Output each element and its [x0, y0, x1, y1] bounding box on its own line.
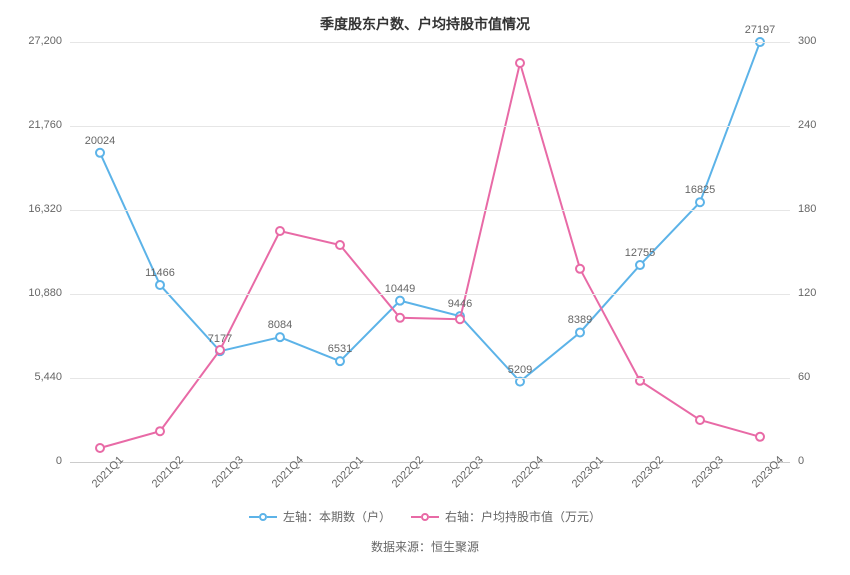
data-source: 数据来源：恒生聚源 [0, 538, 850, 555]
data-label: 8389 [568, 314, 592, 326]
data-label: 8084 [268, 319, 292, 331]
marker-left [336, 357, 344, 365]
data-label: 10449 [385, 283, 416, 295]
marker-right [696, 416, 704, 424]
y-right-tick: 300 [798, 35, 816, 47]
data-label: 12755 [625, 247, 656, 259]
y-right-tick: 0 [798, 455, 804, 467]
y-left-tick: 5,440 [2, 371, 62, 383]
marker-left [396, 297, 404, 305]
y-left-tick: 10,880 [2, 287, 62, 299]
y-right-tick: 60 [798, 371, 810, 383]
legend-label: 左轴：本期数（户） [283, 508, 391, 525]
data-label: 5209 [508, 364, 532, 376]
marker-right [216, 346, 224, 354]
marker-right [516, 59, 524, 67]
y-left-tick: 16,320 [2, 203, 62, 215]
legend-marker [411, 513, 439, 521]
grid-line [70, 210, 790, 211]
marker-left [276, 333, 284, 341]
marker-right [156, 427, 164, 435]
series-line-right [100, 63, 760, 448]
y-right-tick: 120 [798, 287, 816, 299]
marker-left [696, 198, 704, 206]
legend-item: 左轴：本期数（户） [249, 508, 391, 525]
data-label: 16825 [685, 184, 716, 196]
marker-right [396, 314, 404, 322]
legend-item: 右轴：户均持股市值（万元） [411, 508, 601, 525]
data-label: 7177 [208, 333, 232, 345]
legend: 左轴：本期数（户） 右轴：户均持股市值（万元） [0, 507, 850, 526]
y-left-tick: 0 [2, 455, 62, 467]
marker-right [456, 315, 464, 323]
data-label: 27197 [745, 24, 776, 36]
data-label: 9446 [448, 298, 472, 310]
marker-right [576, 265, 584, 273]
chart-svg [70, 42, 790, 462]
data-label: 20024 [85, 135, 116, 147]
legend-marker [249, 513, 277, 521]
marker-right [336, 241, 344, 249]
legend-label: 右轴：户均持股市值（万元） [445, 508, 601, 525]
chart-title: 季度股东户数、户均持股市值情况 [0, 0, 850, 34]
marker-left [156, 281, 164, 289]
marker-right [96, 444, 104, 452]
y-left-tick: 21,760 [2, 119, 62, 131]
y-right-tick: 240 [798, 119, 816, 131]
marker-right [276, 227, 284, 235]
grid-line [70, 294, 790, 295]
series-line-left [100, 42, 760, 382]
data-label: 11466 [145, 267, 175, 279]
marker-left [576, 328, 584, 336]
y-right-tick: 180 [798, 203, 816, 215]
grid-line [70, 378, 790, 379]
data-label: 6531 [328, 343, 352, 355]
marker-left [96, 149, 104, 157]
grid-line [70, 42, 790, 43]
chart-container: 季度股东户数、户均持股市值情况 05,44010,88016,32021,760… [0, 0, 850, 575]
y-left-tick: 27,200 [2, 35, 62, 47]
marker-right [756, 433, 764, 441]
plot-area: 05,44010,88016,32021,76027,2000601201802… [70, 42, 790, 462]
marker-left [636, 261, 644, 269]
grid-line [70, 126, 790, 127]
